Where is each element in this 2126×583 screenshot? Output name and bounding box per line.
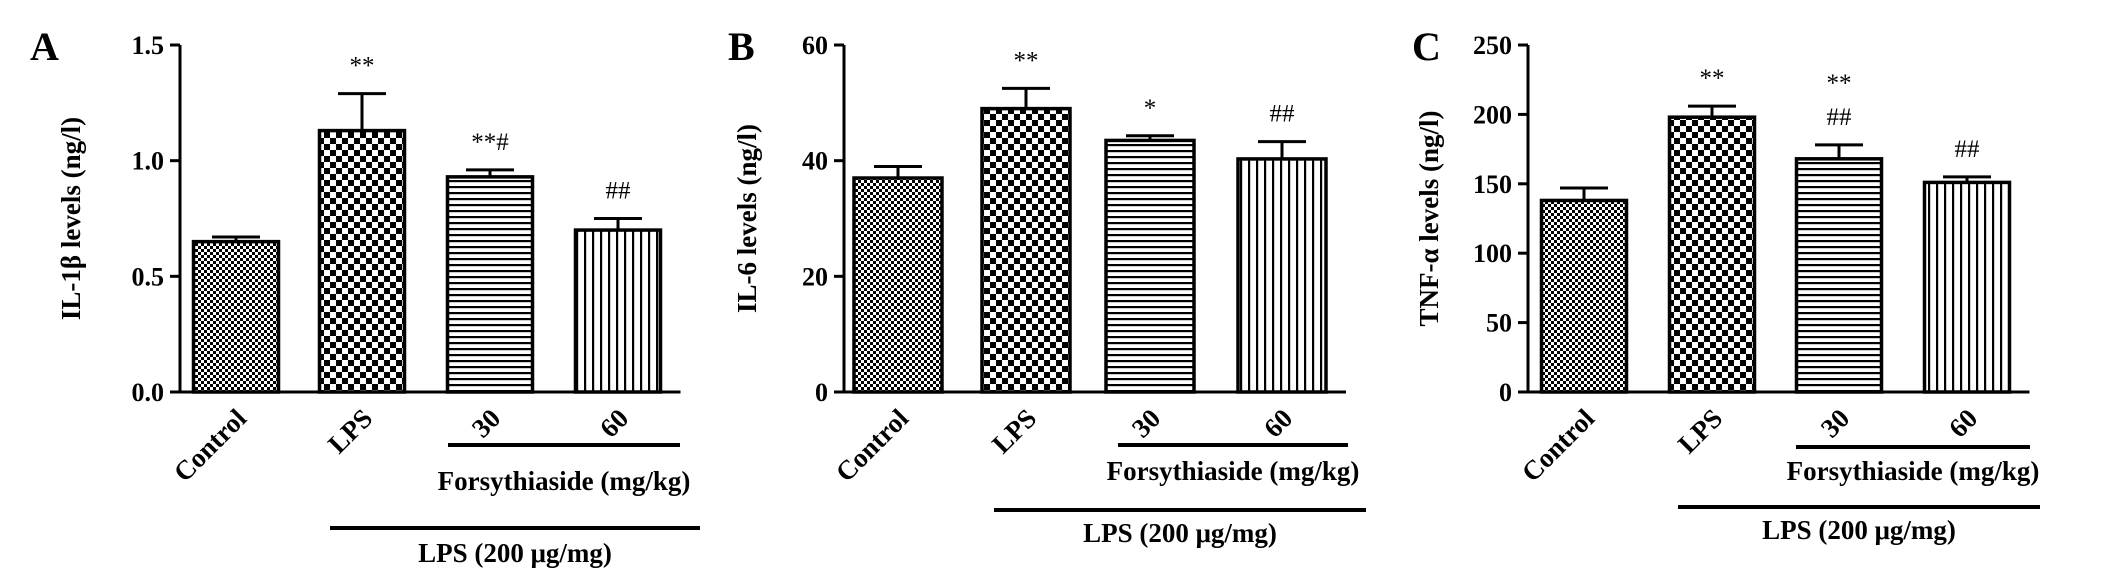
significance-mark: **# (471, 129, 509, 156)
significance-mark: ** (1827, 70, 1852, 97)
bar (1922, 180, 2012, 394)
y-tick-label: 250 (1473, 31, 1512, 60)
x-tick-label: LPS (1672, 403, 1728, 459)
significance-mark: ** (350, 53, 375, 80)
bracket-label: LPS (200 μg/mg) (1083, 518, 1277, 548)
x-tick-label: 30 (1126, 403, 1166, 443)
significance-mark: ## (1955, 136, 1981, 163)
bar (852, 176, 944, 394)
x-tick-label: LPS (322, 403, 378, 459)
bracket-label: Forsythiaside (mg/kg) (1787, 456, 2040, 486)
bar (1794, 157, 1884, 394)
bar (1236, 157, 1328, 394)
x-tick-label: LPS (986, 403, 1042, 459)
bracket-label: Forsythiaside (mg/kg) (1107, 456, 1360, 486)
x-tick-label: 60 (594, 403, 634, 443)
y-tick-label: 100 (1473, 239, 1512, 268)
y-tick-label: 150 (1473, 170, 1512, 199)
panel-label: A (30, 24, 59, 69)
y-tick-label: 50 (1486, 309, 1512, 338)
y-tick-label: 0 (1499, 378, 1512, 407)
y-tick-label: 0.5 (132, 262, 165, 291)
y-tick-label: 0.0 (132, 378, 165, 407)
significance-mark: ## (606, 178, 632, 205)
x-tick-label: Control (830, 403, 915, 488)
y-tick-label: 60 (802, 31, 828, 60)
bar (445, 175, 535, 394)
y-tick-label: 20 (802, 262, 828, 291)
significance-mark: * (1144, 95, 1157, 122)
y-tick-label: 200 (1473, 100, 1512, 129)
x-tick-label: 30 (1815, 403, 1855, 443)
panel-label: C (1412, 24, 1441, 69)
bracket-label: LPS (200 μg/mg) (418, 538, 612, 568)
y-axis-label: IL-1β levels (ng/l) (56, 117, 86, 320)
x-tick-label: Control (168, 403, 253, 488)
bar (980, 106, 1072, 394)
significance-mark: ## (1270, 101, 1296, 128)
y-tick-label: 1.0 (132, 147, 165, 176)
bar (191, 239, 281, 394)
bracket-label: LPS (200 μg/mg) (1762, 515, 1956, 545)
significance-mark: ** (1700, 65, 1725, 92)
y-axis-label: TNF-α levels (ng/l) (1414, 110, 1444, 326)
bar (573, 228, 663, 394)
x-tick-label: 60 (1258, 403, 1298, 443)
y-tick-label: 1.5 (132, 31, 165, 60)
bar (1539, 198, 1629, 394)
x-tick-label: 60 (1943, 403, 1983, 443)
bar (317, 128, 407, 394)
bracket-label: Forsythiaside (mg/kg) (438, 466, 691, 496)
panel-label: B (728, 24, 755, 69)
bar (1104, 138, 1196, 394)
y-tick-label: 0 (815, 378, 828, 407)
y-axis-label: IL-6 levels (ng/l) (732, 124, 762, 313)
bar (1667, 115, 1757, 394)
y-tick-label: 40 (802, 147, 828, 176)
significance-mark: ## (1827, 104, 1853, 131)
x-tick-label: Control (1516, 403, 1601, 488)
x-tick-label: 30 (466, 403, 506, 443)
significance-mark: ** (1014, 47, 1039, 74)
